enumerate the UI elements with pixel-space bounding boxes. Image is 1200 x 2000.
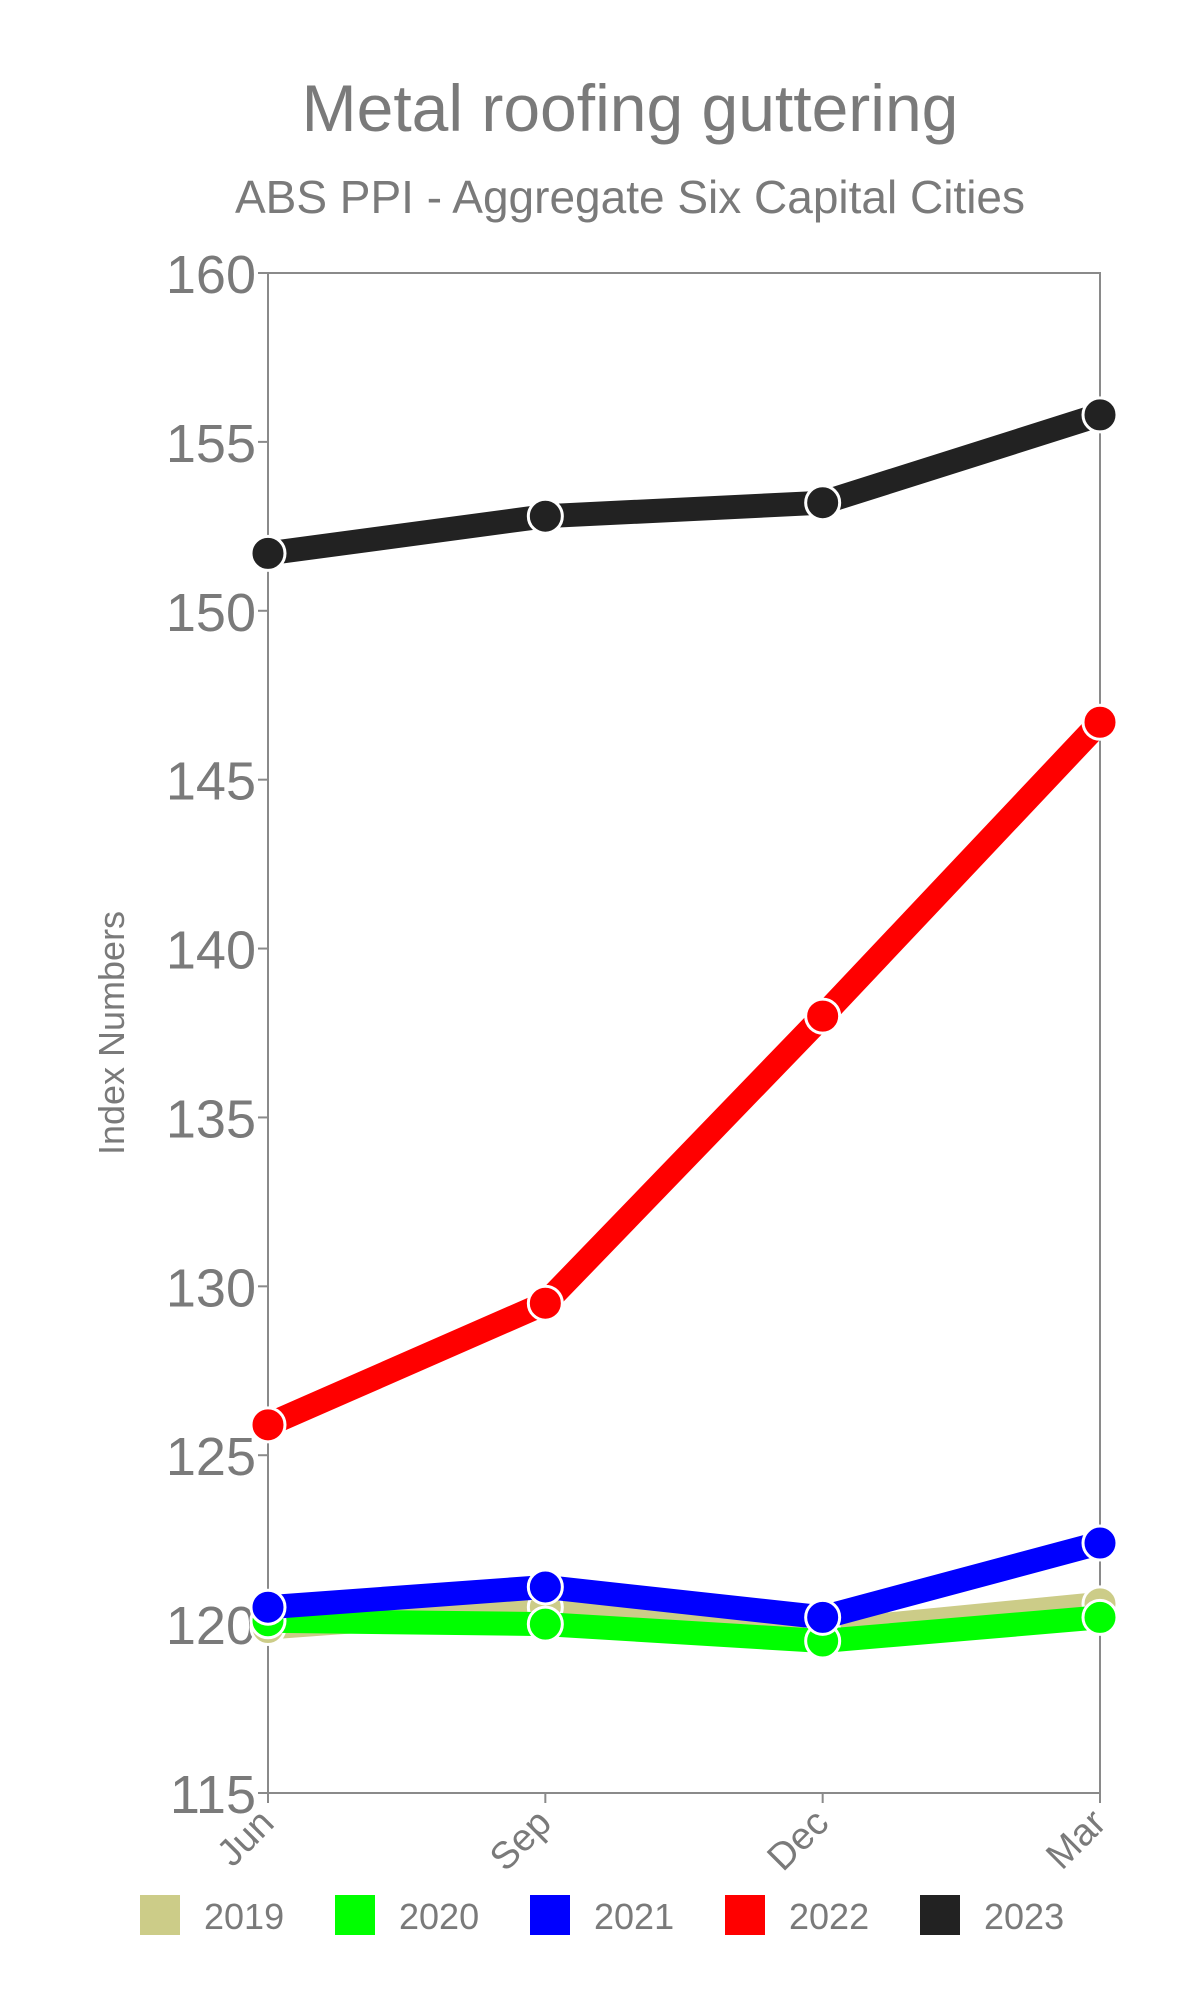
series-line-2021: [256, 1531, 1112, 1630]
data-point-2022-Mar: [1081, 703, 1119, 741]
y-tick-label: 155: [166, 414, 256, 474]
chart-title: Metal roofing guttering: [301, 71, 959, 145]
data-point-2023-Dec: [804, 484, 842, 522]
y-tick-label: 160: [166, 245, 256, 305]
legend-label-2023: 2023: [984, 1896, 1064, 1937]
data-point-2022-Dec: [804, 997, 842, 1035]
y-tick-label: 120: [166, 1596, 256, 1656]
x-tick-label: Dec: [760, 1802, 837, 1879]
legend-label-2021: 2021: [594, 1896, 674, 1937]
data-point-2022-Sep: [526, 1284, 564, 1322]
y-tick-label: 135: [166, 1089, 256, 1149]
y-tick-label: 145: [166, 752, 256, 812]
data-point-2020-Mar: [1081, 1598, 1119, 1636]
legend-label-2020: 2020: [399, 1896, 479, 1937]
data-point-2023-Jun: [249, 534, 287, 572]
x-tick-label: Mar: [1038, 1801, 1114, 1877]
data-point-2023-Sep: [526, 497, 564, 535]
legend-label-2019: 2019: [204, 1896, 284, 1937]
legend-label-2022: 2022: [789, 1896, 869, 1937]
data-point-2022-Jun: [249, 1406, 287, 1444]
legend-swatch-2021: [530, 1895, 570, 1935]
data-point-2023-Mar: [1081, 396, 1119, 434]
y-tick-label: 130: [166, 1258, 256, 1318]
legend-swatch-2023: [920, 1895, 960, 1935]
legend-swatch-2019: [140, 1895, 180, 1935]
y-tick-label: 115: [170, 1765, 256, 1825]
x-tick-label: Sep: [482, 1802, 560, 1880]
legend-swatch-2022: [725, 1895, 765, 1935]
y-tick-label: 125: [166, 1427, 256, 1487]
data-point-2021-Sep: [526, 1568, 564, 1606]
y-tick-label: 140: [166, 921, 256, 981]
plot-frame: [267, 272, 1101, 1794]
data-point-2021-Jun: [249, 1588, 287, 1626]
data-point-2021-Mar: [1081, 1524, 1119, 1562]
y-axis-label: Index Numbers: [91, 911, 132, 1155]
series-line-2020: [256, 1605, 1112, 1653]
chart-subtitle: ABS PPI - Aggregate Six Capital Cities: [234, 171, 1026, 223]
series-line-2022: [256, 710, 1112, 1437]
series-line-2023: [256, 402, 1112, 566]
legend-swatch-2020: [335, 1895, 375, 1935]
y-tick-label: 150: [166, 583, 256, 643]
data-point-2021-Dec: [804, 1598, 842, 1636]
data-point-2020-Sep: [526, 1605, 564, 1643]
